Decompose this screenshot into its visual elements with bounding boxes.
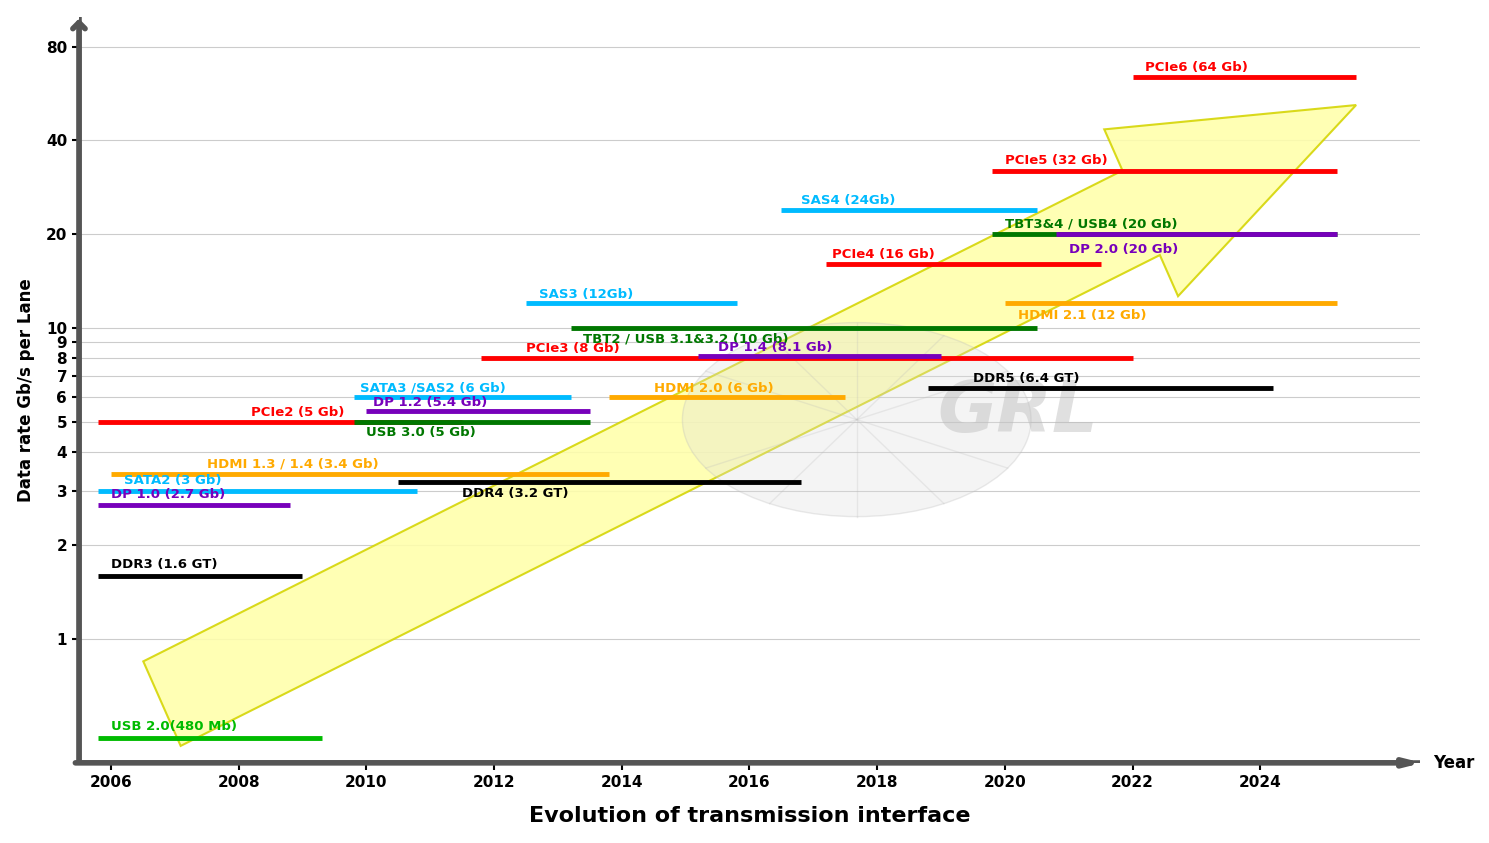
Text: PCIe5 (32 Gb): PCIe5 (32 Gb) — [1005, 154, 1108, 167]
Text: PCIe6 (64 Gb): PCIe6 (64 Gb) — [1145, 61, 1248, 74]
Text: PCIe3 (8 Gb): PCIe3 (8 Gb) — [526, 342, 619, 356]
Y-axis label: Data rate Gb/s per Lane: Data rate Gb/s per Lane — [16, 278, 34, 502]
Text: DDR4 (3.2 GT): DDR4 (3.2 GT) — [462, 487, 569, 501]
Text: SATA3 /SAS2 (6 Gb): SATA3 /SAS2 (6 Gb) — [360, 382, 506, 395]
X-axis label: Evolution of transmission interface: Evolution of transmission interface — [529, 807, 971, 826]
Polygon shape — [143, 105, 1356, 746]
Text: DP 1.0 (2.7 Gb): DP 1.0 (2.7 Gb) — [110, 488, 225, 502]
Text: TBT3&4 / USB4 (20 Gb): TBT3&4 / USB4 (20 Gb) — [1005, 217, 1178, 231]
Text: DDR3 (1.6 GT): DDR3 (1.6 GT) — [110, 558, 217, 572]
Text: PCIe4 (16 Gb): PCIe4 (16 Gb) — [832, 248, 935, 261]
Text: SAS3 (12Gb): SAS3 (12Gb) — [539, 288, 633, 301]
Circle shape — [682, 323, 1030, 517]
Text: HDMI 1.3 / 1.4 (3.4 Gb): HDMI 1.3 / 1.4 (3.4 Gb) — [207, 458, 378, 471]
Text: PCIe2 (5 Gb): PCIe2 (5 Gb) — [252, 405, 345, 419]
Text: USB 2.0(480 Mb): USB 2.0(480 Mb) — [110, 720, 237, 733]
Text: DDR5 (6.4 GT): DDR5 (6.4 GT) — [972, 372, 1080, 385]
Text: SATA2 (3 Gb): SATA2 (3 Gb) — [124, 475, 222, 487]
Text: DP 1.4 (8.1 Gb): DP 1.4 (8.1 Gb) — [718, 341, 832, 354]
Text: GRL: GRL — [937, 378, 1097, 447]
Text: DP 1.2 (5.4 Gb): DP 1.2 (5.4 Gb) — [372, 395, 487, 409]
Text: Year: Year — [1432, 754, 1474, 772]
Text: SAS4 (24Gb): SAS4 (24Gb) — [801, 194, 895, 207]
Text: HDMI 2.1 (12 Gb): HDMI 2.1 (12 Gb) — [1017, 309, 1147, 322]
Text: DP 2.0 (20 Gb): DP 2.0 (20 Gb) — [1069, 243, 1178, 255]
Text: HDMI 2.0 (6 Gb): HDMI 2.0 (6 Gb) — [654, 382, 773, 395]
Text: USB 3.0 (5 Gb): USB 3.0 (5 Gb) — [366, 427, 476, 439]
Text: TBT2 / USB 3.1&3.2 (10 Gb): TBT2 / USB 3.1&3.2 (10 Gb) — [584, 333, 789, 346]
